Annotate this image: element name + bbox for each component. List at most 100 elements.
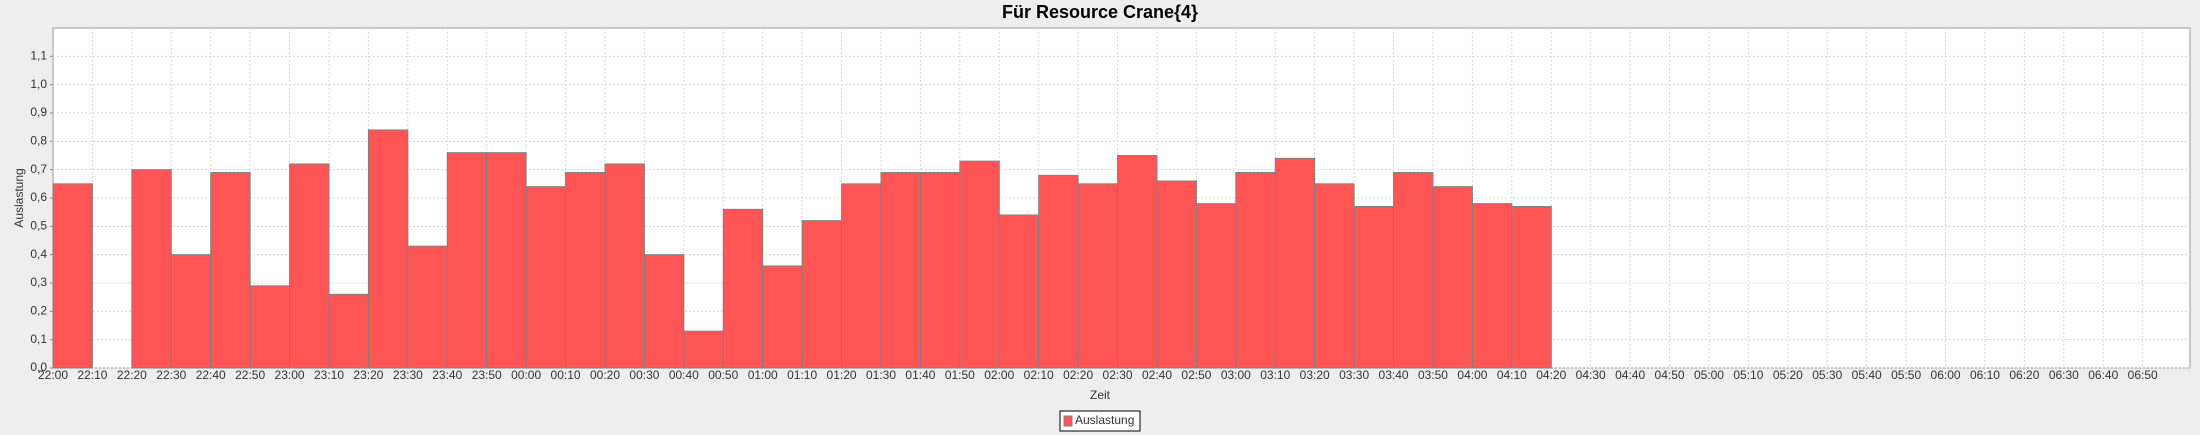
bar bbox=[565, 172, 606, 369]
bar bbox=[1353, 206, 1395, 369]
x-tick-label: 01:30 bbox=[866, 368, 896, 382]
x-tick-label: 03:50 bbox=[1418, 368, 1448, 382]
x-tick-label: 22:50 bbox=[235, 368, 265, 382]
bar bbox=[722, 208, 764, 369]
x-tick-label: 06:10 bbox=[1970, 368, 2000, 382]
bar bbox=[1156, 180, 1197, 369]
x-tick-label: 22:20 bbox=[117, 368, 147, 382]
x-tick-label: 05:20 bbox=[1773, 368, 1803, 382]
x-tick-label: 04:20 bbox=[1536, 368, 1566, 382]
x-tick-label: 02:40 bbox=[1142, 368, 1172, 382]
y-tick-label: 0,0 bbox=[30, 360, 47, 374]
bar bbox=[604, 163, 645, 369]
y-tick-label: 0,6 bbox=[30, 190, 47, 204]
x-tick-label: 04:00 bbox=[1457, 368, 1487, 382]
bar bbox=[1117, 155, 1158, 369]
y-tick-label: 0,5 bbox=[30, 219, 47, 233]
x-tick-label: 01:10 bbox=[787, 368, 817, 382]
bar bbox=[643, 254, 685, 369]
x-tick-label: 03:20 bbox=[1300, 368, 1330, 382]
bar bbox=[841, 183, 882, 369]
x-tick-label: 00:30 bbox=[629, 368, 659, 382]
x-tick-label: 04:30 bbox=[1576, 368, 1606, 382]
bar bbox=[1195, 203, 1237, 369]
bar bbox=[1511, 206, 1552, 369]
x-tick-label: 00:00 bbox=[511, 368, 541, 382]
x-tick-label: 00:40 bbox=[669, 368, 699, 382]
bar bbox=[1274, 157, 1316, 369]
x-tick-label: 22:30 bbox=[156, 368, 186, 382]
bar bbox=[880, 172, 921, 369]
x-tick-label: 05:10 bbox=[1733, 368, 1763, 382]
x-tick-label: 01:00 bbox=[748, 368, 778, 382]
x-tick-label: 03:00 bbox=[1221, 368, 1251, 382]
bar bbox=[1077, 183, 1119, 369]
y-tick-label: 1,0 bbox=[30, 77, 47, 91]
bar bbox=[328, 293, 369, 369]
y-tick-label: 0,8 bbox=[30, 134, 47, 148]
x-tick-label: 04:50 bbox=[1655, 368, 1685, 382]
x-tick-label: 00:50 bbox=[708, 368, 738, 382]
x-tick-label: 04:40 bbox=[1615, 368, 1645, 382]
y-tick-label: 0,9 bbox=[30, 105, 47, 119]
x-tick-label: 00:20 bbox=[590, 368, 620, 382]
x-tick-label: 04:10 bbox=[1497, 368, 1527, 382]
bar bbox=[919, 172, 961, 369]
bar bbox=[52, 183, 93, 369]
y-tick-label: 0,7 bbox=[30, 162, 47, 176]
y-tick-label: 0,1 bbox=[30, 332, 47, 346]
x-tick-label: 23:00 bbox=[275, 368, 305, 382]
x-tick-label: 06:20 bbox=[2009, 368, 2039, 382]
x-tick-label: 22:00 bbox=[38, 368, 68, 382]
bar bbox=[367, 129, 409, 369]
x-tick-label: 22:10 bbox=[77, 368, 107, 382]
x-tick-label: 01:20 bbox=[827, 368, 857, 382]
x-tick-label: 02:30 bbox=[1103, 368, 1133, 382]
bar bbox=[131, 169, 172, 369]
bar bbox=[446, 152, 488, 369]
x-tick-label: 03:10 bbox=[1260, 368, 1290, 382]
legend-swatch bbox=[1063, 415, 1073, 427]
bar bbox=[525, 186, 567, 369]
x-tick-label: 02:50 bbox=[1181, 368, 1211, 382]
x-tick-label: 05:40 bbox=[1852, 368, 1882, 382]
bar bbox=[289, 163, 330, 369]
x-tick-label: 01:40 bbox=[905, 368, 935, 382]
x-tick-label: 23:40 bbox=[432, 368, 462, 382]
bar bbox=[407, 245, 448, 369]
bar bbox=[959, 160, 1000, 369]
bar bbox=[801, 220, 843, 369]
x-tick-label: 23:10 bbox=[314, 368, 344, 382]
y-tick-label: 1,1 bbox=[30, 49, 47, 63]
x-tick-label: 23:30 bbox=[393, 368, 423, 382]
x-tick-label: 03:30 bbox=[1339, 368, 1369, 382]
bar bbox=[1471, 203, 1513, 369]
bar bbox=[486, 152, 527, 369]
y-tick-label: 0,3 bbox=[30, 275, 47, 289]
x-axis-label: Zeit bbox=[1090, 388, 1111, 402]
bar bbox=[998, 214, 1040, 369]
x-tick-label: 05:00 bbox=[1694, 368, 1724, 382]
bar bbox=[170, 254, 212, 369]
bar bbox=[249, 285, 291, 369]
x-tick-label: 06:00 bbox=[1931, 368, 1961, 382]
x-tick-label: 01:50 bbox=[945, 368, 975, 382]
x-tick-label: 06:30 bbox=[2049, 368, 2079, 382]
bar bbox=[1393, 172, 1434, 369]
x-tick-label: 02:10 bbox=[1024, 368, 1054, 382]
bar bbox=[1235, 172, 1276, 369]
x-tick-label: 02:20 bbox=[1063, 368, 1093, 382]
x-tick-label: 03:40 bbox=[1379, 368, 1409, 382]
bar bbox=[1314, 183, 1355, 369]
x-tick-label: 05:50 bbox=[1891, 368, 1921, 382]
bar bbox=[1432, 186, 1473, 369]
x-tick-label: 22:40 bbox=[196, 368, 226, 382]
x-tick-label: 23:50 bbox=[472, 368, 502, 382]
chart-title: Für Resource Crane{4} bbox=[1002, 2, 1198, 22]
x-tick-label: 00:10 bbox=[551, 368, 581, 382]
x-tick-label: 23:20 bbox=[353, 368, 383, 382]
x-tick-label: 06:50 bbox=[2128, 368, 2158, 382]
bar bbox=[1038, 174, 1079, 369]
y-axis-label: Auslastung bbox=[12, 168, 26, 227]
